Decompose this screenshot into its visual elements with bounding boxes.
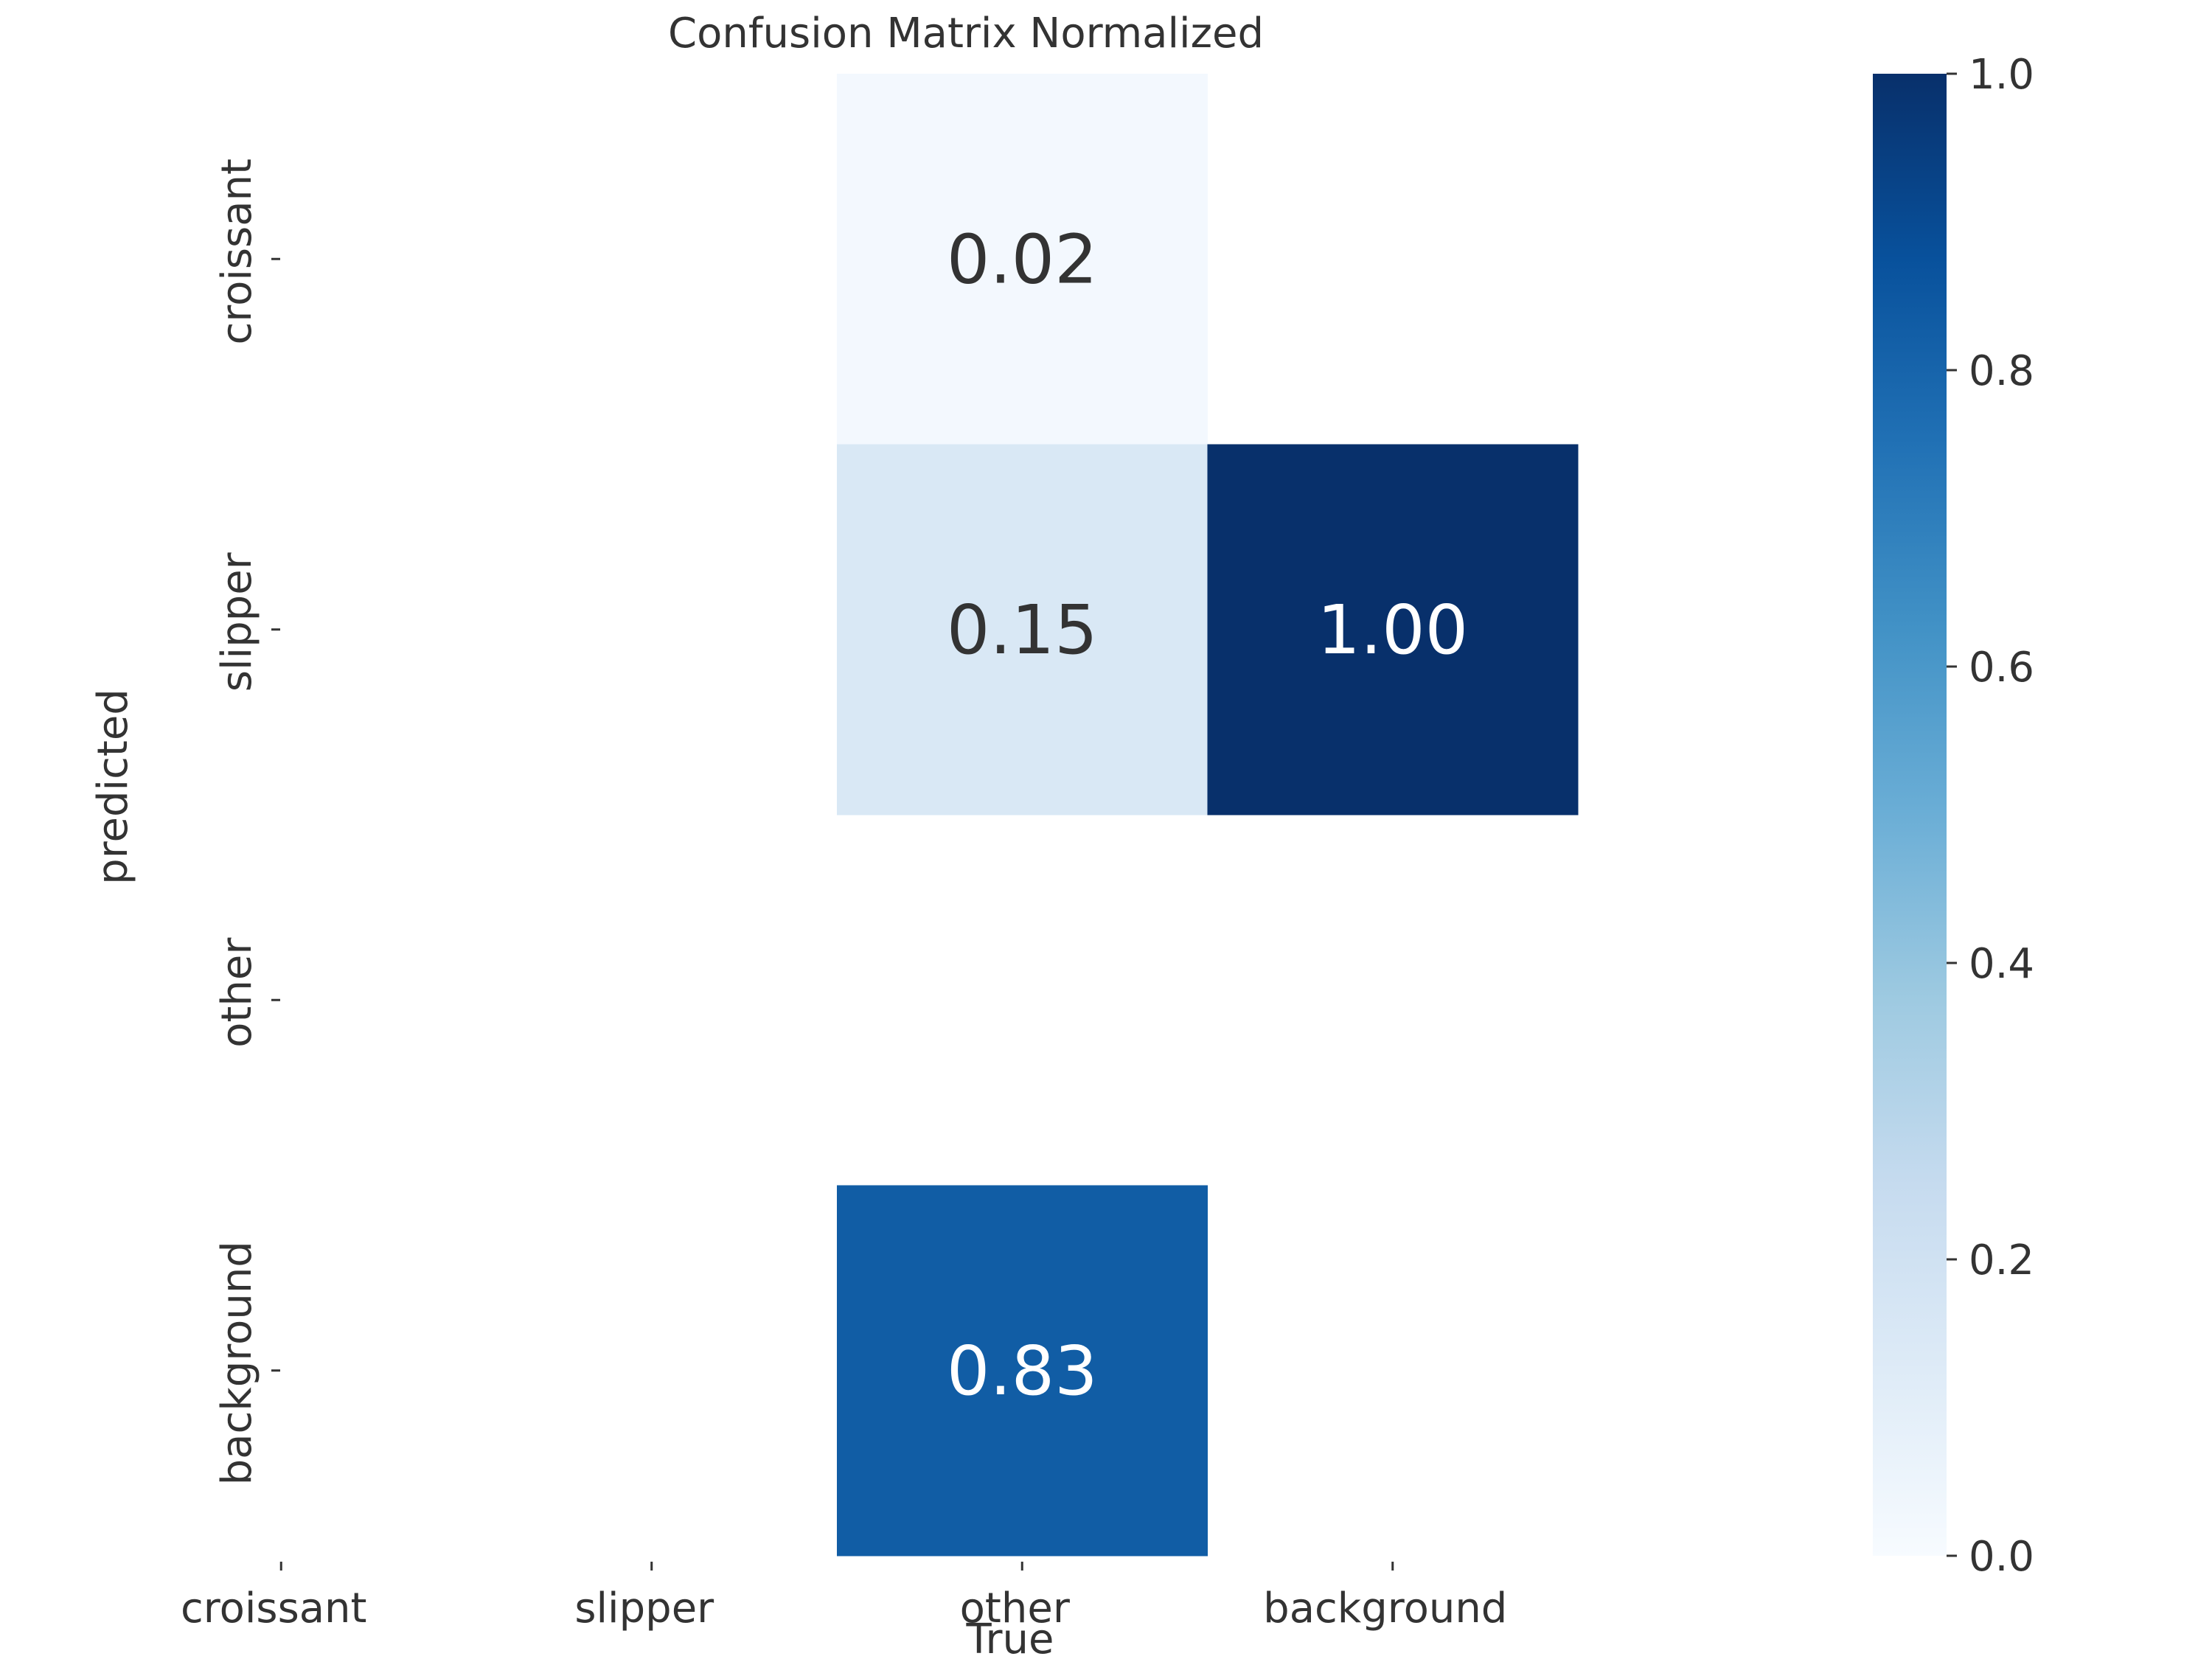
heatmap-cell bbox=[837, 74, 1208, 445]
y-tick-label: other bbox=[213, 937, 261, 1048]
heatmap-cell bbox=[1207, 444, 1579, 815]
colorbar-tick-label: 0.4 bbox=[1969, 940, 2034, 988]
colorbar-ticks: 0.0 0.2 0.4 0.6 0.8 1.0 bbox=[1947, 51, 2034, 1581]
chart-title: Confusion Matrix Normalized bbox=[668, 10, 1264, 58]
y-axis-ticks: croissant slipper other background bbox=[213, 159, 280, 1485]
x-tick-label: background bbox=[1263, 1585, 1507, 1632]
heatmap-cells: 0.02 0.15 1.00 0.83 bbox=[837, 74, 1579, 1557]
x-tick-label: croissant bbox=[181, 1585, 367, 1632]
colorbar-tick-label: 0.2 bbox=[1969, 1237, 2034, 1284]
y-tick-label: background bbox=[213, 1241, 261, 1485]
x-axis-ticks: croissant slipper other background bbox=[181, 1562, 1507, 1632]
y-tick-label: croissant bbox=[213, 159, 261, 345]
cell-value-label: 0.15 bbox=[947, 591, 1098, 669]
cell-value-label: 0.02 bbox=[947, 220, 1098, 299]
colorbar bbox=[1873, 74, 1947, 1556]
x-axis-label: True bbox=[966, 1615, 1054, 1659]
x-tick-label: slipper bbox=[574, 1585, 714, 1632]
heatmap-cell bbox=[837, 444, 1208, 815]
colorbar-tick-label: 0.8 bbox=[1969, 347, 2034, 395]
cell-value-label: 1.00 bbox=[1317, 591, 1468, 669]
cell-value-label: 0.83 bbox=[947, 1332, 1098, 1411]
x-tick-label: other bbox=[960, 1585, 1071, 1632]
y-axis-label: predicted bbox=[89, 689, 137, 885]
colorbar-tick-label: 0.6 bbox=[1969, 644, 2034, 692]
y-tick-label: slipper bbox=[213, 552, 261, 692]
heatmap-cell bbox=[837, 1185, 1208, 1557]
colorbar-tick-label: 0.0 bbox=[1969, 1533, 2034, 1581]
colorbar-tick-label: 1.0 bbox=[1969, 51, 2034, 99]
